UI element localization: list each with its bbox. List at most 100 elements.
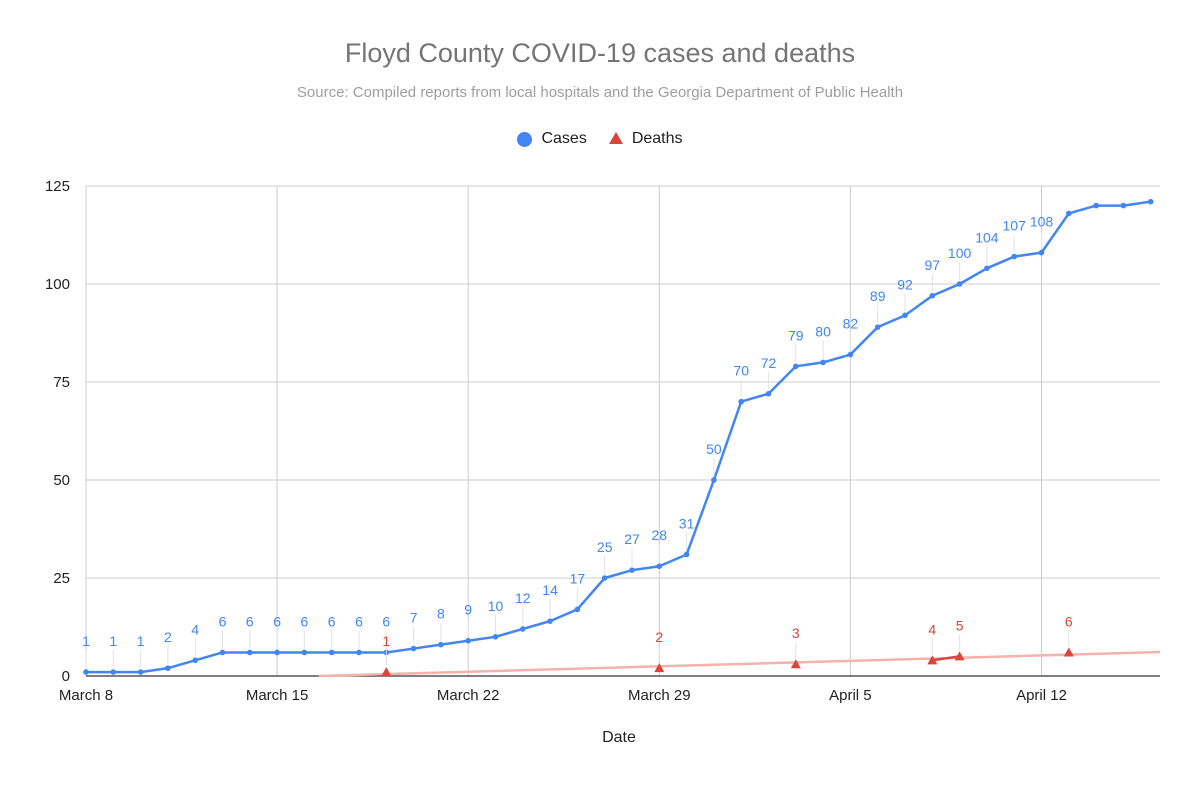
cases-data-point [520, 626, 526, 632]
deaths-data-label: 2 [655, 629, 663, 645]
x-axis-title: Date [602, 729, 636, 746]
cases-data-label: 1 [109, 633, 117, 649]
deaths-trendline [318, 650, 1161, 678]
cases-data-point [465, 637, 472, 644]
deaths-line-segment [932, 655, 960, 662]
cases-data-label: 4 [191, 621, 199, 637]
y-tick-label: 125 [45, 178, 70, 195]
x-tick-label: March 15 [246, 687, 309, 704]
deaths-data-label: 1 [382, 633, 390, 649]
cases-data-label: 10 [488, 598, 504, 614]
legend: Cases Deaths [0, 130, 1200, 148]
deaths-data-label: 6 [1065, 613, 1073, 629]
cases-data-point [137, 669, 144, 675]
y-tick-label: 100 [45, 276, 70, 293]
cases-data-point [438, 641, 444, 648]
deaths-data-point [790, 659, 801, 669]
cases-data-label: 100 [948, 245, 972, 261]
legend-item-cases[interactable]: Cases [517, 130, 587, 148]
cases-data-point [1120, 202, 1127, 209]
cases-data-point [629, 567, 635, 573]
cases-data-point [738, 398, 744, 405]
cases-data-label: 2 [164, 629, 172, 645]
legend-label-deaths: Deaths [631, 130, 683, 147]
cases-data-label: 6 [382, 613, 390, 629]
cases-data-point [192, 657, 198, 664]
cases-data-point [956, 281, 963, 287]
y-tick-label: 25 [53, 570, 70, 587]
cases-data-label: 27 [624, 531, 640, 547]
cases-series-line [86, 200, 1151, 674]
cases-data-point [328, 649, 335, 656]
triangle-marker-icon [608, 132, 623, 144]
cases-data-point [410, 645, 417, 652]
cases-data-point [1038, 249, 1045, 256]
cases-data-label: 82 [843, 316, 859, 332]
cases-data-label: 8 [437, 606, 445, 622]
cases-data-label: 1 [137, 633, 145, 649]
cases-data-point [847, 351, 854, 358]
x-tick-label: March 8 [59, 687, 113, 704]
cases-data-label: 89 [870, 288, 886, 304]
cases-data-point [274, 649, 280, 656]
cases-data-point [902, 312, 908, 319]
deaths-data-label: 3 [792, 625, 800, 641]
cases-data-point [711, 477, 717, 483]
x-tick-label: April 12 [1016, 687, 1067, 704]
cases-data-label: 108 [1030, 214, 1054, 230]
cases-data-label: 28 [652, 527, 668, 543]
cases-data-point [1011, 253, 1017, 260]
cases-data-point [492, 634, 499, 640]
cases-data-label: 70 [733, 363, 749, 379]
circle-marker-icon [517, 131, 533, 147]
cases-data-label: 6 [328, 613, 336, 629]
cases-data-label: 72 [761, 355, 777, 371]
y-tick-label: 75 [53, 374, 70, 391]
cases-data-point [929, 292, 936, 299]
cases-data-point [984, 265, 990, 272]
cases-data-point [547, 618, 553, 624]
x-tick-label: March 29 [628, 687, 691, 704]
cases-data-label: 14 [542, 582, 558, 598]
cases-data-label: 17 [570, 570, 586, 586]
deaths-data-label: 4 [928, 621, 936, 637]
cases-data-label: 107 [1003, 218, 1027, 234]
deaths-data-point [927, 655, 938, 665]
cases-data-point [301, 649, 308, 656]
y-tick-label: 0 [62, 668, 70, 685]
cases-data-point [165, 665, 171, 671]
cases-data-point [820, 359, 826, 366]
cases-data-label: 79 [788, 327, 804, 343]
cases-data-point [683, 551, 690, 558]
cases-data-point [110, 669, 117, 675]
cases-data-label: 9 [464, 602, 472, 618]
deaths-data-point [654, 663, 665, 673]
cases-data-point [356, 649, 362, 656]
cases-data-label: 1 [82, 633, 90, 649]
cases-data-label: 6 [219, 613, 227, 629]
deaths-data-point [381, 667, 392, 677]
deaths-data-point [1063, 647, 1074, 657]
cases-data-point [874, 324, 881, 330]
cases-data-point [1066, 210, 1072, 217]
x-tick-label: March 22 [437, 687, 500, 704]
cases-data-label: 92 [897, 276, 913, 292]
cases-data-point [656, 563, 663, 570]
cases-data-label: 25 [597, 539, 613, 555]
cases-data-label: 12 [515, 590, 531, 606]
cases-data-label: 6 [246, 613, 254, 629]
x-tick-label: April 5 [829, 687, 872, 704]
chart-subtitle: Source: Compiled reports from local hosp… [296, 84, 904, 101]
cases-data-label: 80 [815, 323, 831, 339]
cases-data-label: 6 [273, 613, 281, 629]
cases-data-point [247, 649, 253, 656]
y-tick-label: 50 [53, 472, 70, 489]
cases-data-point [219, 649, 226, 656]
cases-data-label: 50 [706, 441, 722, 457]
deaths-data-point [954, 651, 965, 661]
cases-data-point [765, 390, 772, 397]
legend-item-deaths[interactable]: Deaths [608, 130, 683, 148]
cases-data-label: 7 [410, 610, 418, 626]
cases-data-point [1147, 198, 1154, 205]
